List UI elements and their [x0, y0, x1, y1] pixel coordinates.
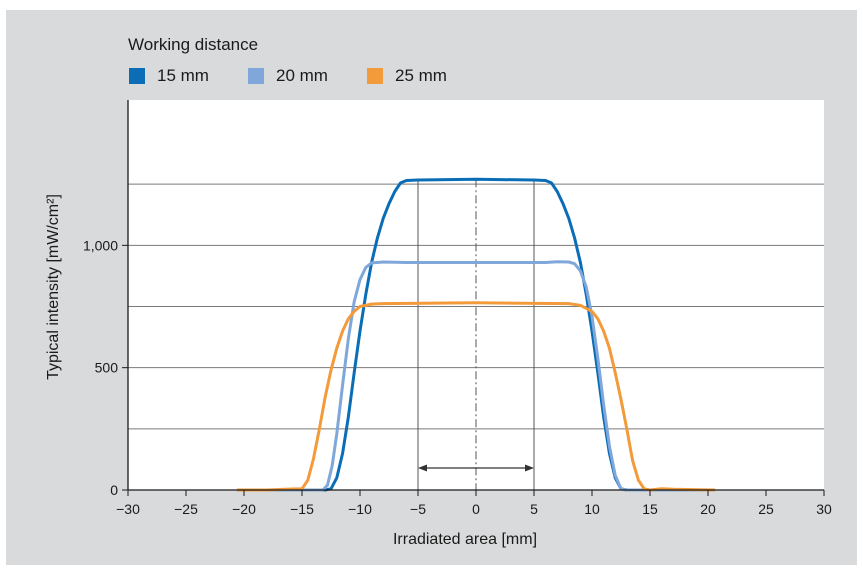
x-tick-label: −30: [116, 501, 140, 517]
legend-item-20mm: 20 mm: [248, 66, 328, 86]
y-tick-label: 0: [110, 482, 118, 498]
legend-swatch-15mm: [129, 68, 145, 84]
y-axis-title: Typical intensity [mW/cm²]: [45, 194, 62, 380]
legend-item-25mm: 25 mm: [367, 66, 447, 86]
legend-swatch-20mm: [248, 68, 264, 84]
x-tick-label: 20: [700, 501, 716, 517]
x-tick-label: 5: [530, 501, 538, 517]
arrowhead-left: [418, 464, 427, 472]
legend-title: Working distance: [128, 35, 259, 54]
x-tick-label: −25: [174, 501, 198, 517]
axis-layer: −30 −25 −20 −15 −10 −5 0 5 10 15 20 25 30 0 500 1,000: [83, 100, 832, 517]
x-axis-title: Irradiated area [mm]: [393, 531, 537, 548]
x-tick-label: 25: [758, 501, 774, 517]
series-layer: [236, 177, 716, 492]
legend-item-15mm: 15 mm: [129, 66, 209, 86]
legend-label-15mm: 15 mm: [157, 66, 209, 85]
legend-label-25mm: 25 mm: [395, 66, 447, 85]
y-tick-label: 1,000: [83, 237, 118, 253]
annotation-layer: [417, 179, 535, 490]
x-tick-label: 30: [816, 501, 832, 517]
x-tick-label: −20: [232, 501, 256, 517]
series-line-25mm: [236, 301, 716, 492]
arrowhead-right: [525, 464, 534, 472]
legend-label-20mm: 20 mm: [276, 66, 328, 85]
x-tick-label: −5: [410, 501, 426, 517]
x-tick-label: 0: [472, 501, 480, 517]
x-tick-label: −10: [348, 501, 372, 517]
y-tick-label: 500: [95, 360, 119, 376]
series-line-15mm: [236, 177, 716, 492]
x-tick-label: 15: [642, 501, 658, 517]
series-line-20mm: [236, 260, 716, 492]
x-tick-label: 10: [584, 501, 600, 517]
x-tick-label: −15: [290, 501, 314, 517]
legend-swatch-25mm: [367, 68, 383, 84]
